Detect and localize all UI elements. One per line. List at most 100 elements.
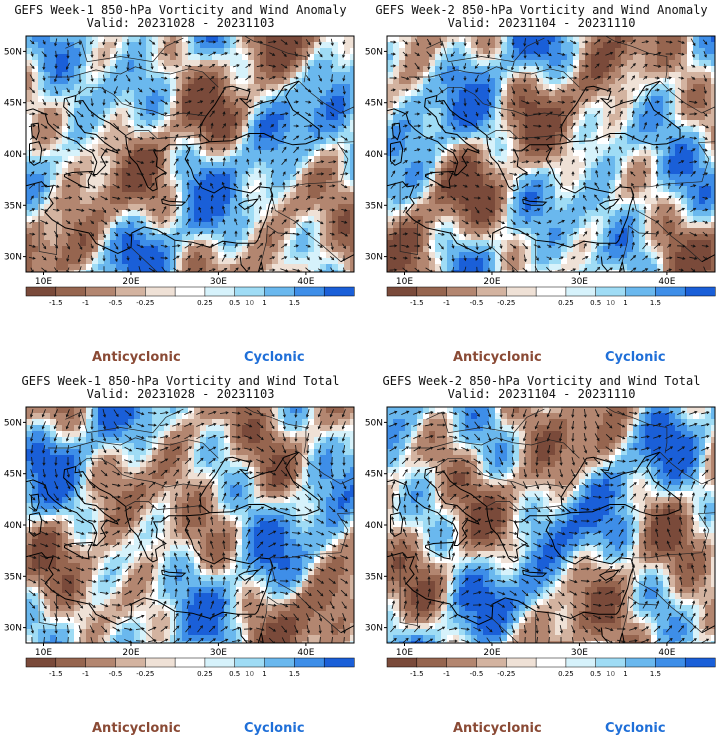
wind-arrow — [269, 409, 275, 417]
wind-arrow — [677, 256, 685, 260]
wind-arrowhead — [598, 554, 602, 558]
wind-arrow — [112, 554, 120, 560]
wind-arrow — [630, 39, 636, 45]
wind-arrow — [559, 433, 563, 441]
wind-arrow — [607, 158, 611, 166]
wind-arrow — [535, 171, 539, 177]
wind-arrowhead — [213, 410, 217, 414]
wind-arrowhead — [332, 580, 336, 584]
wind-arrowhead — [405, 111, 409, 115]
wind-arrow — [557, 101, 565, 103]
wind-arrowhead — [633, 601, 637, 605]
border — [659, 451, 715, 485]
wind-arrowhead — [525, 172, 529, 176]
wind-arrowhead — [66, 89, 70, 93]
wind-arrowhead — [440, 112, 444, 116]
wind-arrowhead — [308, 605, 312, 609]
wind-arrow — [267, 604, 277, 606]
wind-arrowhead — [174, 492, 178, 496]
wind-arrow — [582, 99, 588, 105]
wind-arrow — [304, 543, 312, 547]
wind-arrow — [31, 456, 33, 466]
wind-arrow — [557, 232, 565, 236]
wind-arrowhead — [643, 516, 647, 520]
wind-arrowhead — [198, 195, 202, 199]
wind-arrow — [427, 243, 431, 249]
wind-arrow — [136, 411, 144, 415]
wind-arrowhead — [574, 531, 578, 535]
wind-arrow — [330, 445, 334, 453]
wind-arrow — [123, 472, 133, 474]
border — [65, 408, 184, 434]
wind-arrow — [702, 111, 708, 117]
wind-arrow — [318, 481, 322, 489]
wind-arrowhead — [78, 414, 82, 418]
wind-arrow — [318, 74, 322, 82]
wind-arrowhead — [67, 114, 71, 118]
wind-arrowhead — [102, 102, 106, 106]
wind-arrowhead — [622, 602, 626, 606]
wind-arrow — [29, 219, 35, 225]
wind-arrowhead — [667, 169, 671, 173]
wind-arrow — [172, 435, 180, 439]
wind-arrow — [161, 172, 167, 176]
wind-arrow — [40, 123, 48, 129]
wind-arrowhead — [295, 630, 299, 634]
wind-arrow — [124, 434, 132, 440]
wind-arrow — [666, 123, 672, 129]
wind-arrowhead — [331, 102, 334, 107]
wind-arrowhead — [188, 52, 192, 56]
wind-arrow — [329, 493, 335, 501]
wind-arrowhead — [597, 641, 600, 643]
wind-arrowhead — [175, 64, 180, 68]
colorbar-swatch — [625, 286, 656, 297]
border — [272, 141, 354, 188]
wind-arrow — [136, 221, 144, 223]
wind-arrow — [677, 87, 685, 93]
wind-arrow — [219, 412, 229, 414]
wind-arrow — [425, 638, 433, 643]
wind-arrow — [620, 219, 622, 225]
border — [298, 80, 354, 114]
wind-arrowhead — [163, 124, 168, 128]
wind-arrowhead — [655, 230, 659, 234]
wind-arrow — [293, 135, 299, 141]
wind-arrowhead — [682, 256, 686, 260]
wind-arrow — [485, 603, 493, 607]
wind-arrowhead — [634, 435, 638, 439]
colorbar-swatch — [655, 286, 686, 297]
wind-arrowhead — [403, 600, 407, 604]
wind-arrow — [413, 161, 421, 163]
wind-arrow — [293, 183, 299, 189]
wind-arrowhead — [511, 462, 515, 466]
wind-arrowhead — [212, 86, 216, 90]
wind-arrow — [605, 566, 613, 572]
wind-arrowhead — [501, 604, 506, 608]
wind-arrowhead — [440, 588, 444, 592]
wind-arrowhead — [54, 79, 57, 83]
wind-arrow — [138, 266, 141, 272]
wind-arrow — [138, 51, 142, 57]
wind-arrowhead — [246, 158, 250, 162]
wind-arrowhead — [523, 66, 527, 70]
wind-arrow — [677, 135, 685, 141]
wind-arrowhead — [259, 40, 264, 44]
wind-arrowhead — [55, 245, 59, 249]
wind-arrowhead — [393, 64, 397, 68]
wind-arrow — [40, 220, 48, 224]
wind-arrowhead — [392, 612, 396, 616]
wind-arrow — [509, 506, 517, 512]
colorbar-swatch — [684, 286, 716, 297]
wind-arrow — [487, 110, 491, 118]
wind-arrowhead — [418, 233, 422, 236]
wind-arrowhead — [667, 576, 671, 580]
wind-arrowhead — [452, 102, 455, 107]
border — [38, 552, 57, 627]
wind-arrow — [485, 567, 493, 571]
wind-arrow — [342, 613, 346, 621]
wind-arrowhead — [705, 638, 710, 642]
wind-arrowhead — [534, 414, 538, 418]
wind-arrow — [175, 588, 177, 598]
wind-arrow — [524, 624, 526, 634]
wind-arrow — [486, 242, 492, 250]
